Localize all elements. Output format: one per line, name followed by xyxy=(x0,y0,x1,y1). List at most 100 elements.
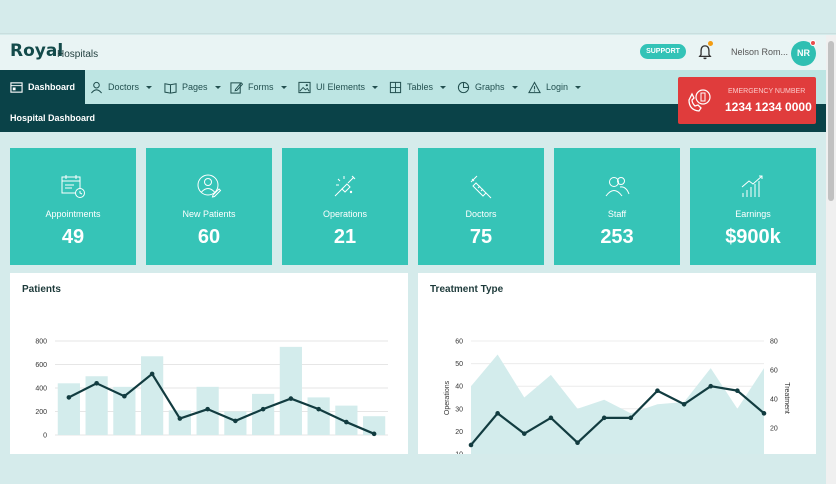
nav-item-login[interactable]: Login xyxy=(528,70,582,104)
nav-item-tables[interactable]: Tables xyxy=(389,70,447,104)
data-point xyxy=(66,395,72,400)
data-point xyxy=(495,411,500,416)
data-point xyxy=(468,442,474,448)
area-series xyxy=(471,354,764,454)
bar xyxy=(252,393,275,435)
stat-card-new-patients[interactable]: New Patients 60 xyxy=(146,148,272,265)
stat-card-appointments[interactable]: Appointments 49 xyxy=(10,148,136,265)
y2-tick-label: 60 xyxy=(770,368,778,375)
stat-label: Appointments xyxy=(45,209,101,219)
stat-label: Operations xyxy=(322,209,368,219)
treatment-chart: 60 50 40 30 20 10 80 60 40 20 Operations Treatment xyxy=(444,339,790,455)
brand-logo[interactable]: Royal xyxy=(10,41,64,61)
scrollbar-track[interactable] xyxy=(826,35,836,484)
pie-chart-icon xyxy=(457,81,470,93)
nav-label: Graphs xyxy=(475,82,505,92)
browser-top-strip xyxy=(0,0,836,34)
y-tick-label: 0 xyxy=(43,433,47,440)
data-point xyxy=(205,406,210,412)
stat-value: $900k xyxy=(725,226,781,248)
nav-label: Tables xyxy=(407,82,434,92)
image-icon xyxy=(298,81,311,93)
stat-value: 60 xyxy=(197,226,221,248)
stat-label: New Patients xyxy=(182,209,236,219)
bar xyxy=(57,383,80,435)
y2-axis-label: Treatment xyxy=(783,382,790,414)
warning-icon xyxy=(528,80,541,93)
emergency-number[interactable]: 1234 1234 0000 xyxy=(725,100,812,114)
data-point xyxy=(735,388,740,394)
user-name[interactable]: Nelson Rom... xyxy=(731,47,789,57)
scrollbar-thumb[interactable] xyxy=(828,41,834,201)
bell-icon[interactable] xyxy=(698,44,712,60)
stat-value: 75 xyxy=(469,226,493,248)
y-tick-label: 200 xyxy=(35,409,47,416)
stat-value: 49 xyxy=(61,226,85,248)
avatar-status-dot xyxy=(810,40,816,46)
stat-label: Earnings xyxy=(735,209,771,219)
y-tick-label: 40 xyxy=(455,384,463,391)
edit-icon xyxy=(230,81,243,94)
app-header: Royal Hospitals SUPPORT Nelson Rom... NR xyxy=(0,35,826,70)
stat-value: 253 xyxy=(600,226,634,248)
y-tick-label: 10 xyxy=(455,452,463,455)
data-point xyxy=(548,415,554,421)
staff-icon xyxy=(605,177,630,197)
operation-icon xyxy=(334,175,356,197)
bar xyxy=(307,397,330,435)
nav-item-graphs[interactable]: Graphs xyxy=(457,70,518,104)
y-tick-label: 30 xyxy=(455,406,463,413)
nav-item-ui-elements[interactable]: UI Elements xyxy=(298,70,379,104)
emergency-box[interactable]: EMERGENCY NUMBER 1234 1234 0000 xyxy=(678,77,816,124)
bar xyxy=(168,410,191,435)
data-point xyxy=(233,418,238,424)
stat-value: 21 xyxy=(333,226,357,248)
y-tick-label: 800 xyxy=(35,339,47,346)
stat-label: Staff xyxy=(607,209,627,219)
data-point xyxy=(94,381,99,386)
y-tick-label: 50 xyxy=(455,361,463,368)
caret-down-icon xyxy=(372,85,379,89)
y-tick-label: 400 xyxy=(35,386,47,393)
nav-item-forms[interactable]: Forms xyxy=(230,70,287,104)
nav-item-dashboard[interactable]: Dashboard xyxy=(0,70,86,104)
series-line xyxy=(68,372,375,435)
y-tick-label: 20 xyxy=(455,429,463,436)
data-point xyxy=(708,383,714,389)
data-point xyxy=(177,416,183,421)
bar xyxy=(141,356,164,435)
dashboard-icon xyxy=(10,81,23,93)
notification-dot xyxy=(708,41,713,46)
chart-title: Patients xyxy=(22,284,61,295)
stat-card-staff[interactable]: Staff 253 xyxy=(554,148,680,265)
stat-card-doctors[interactable]: Doctors 75 xyxy=(418,148,544,265)
stat-card-operations[interactable]: Operations 21 xyxy=(282,148,408,265)
y-tick-label: 600 xyxy=(35,362,47,369)
data-point xyxy=(344,419,349,425)
caret-down-icon xyxy=(575,85,582,89)
nav-item-doctors[interactable]: Doctors xyxy=(90,70,153,104)
support-button[interactable]: SUPPORT xyxy=(640,44,686,59)
data-point xyxy=(371,431,377,437)
caret-down-icon xyxy=(146,85,153,89)
stat-card-earnings[interactable]: Earnings $900k xyxy=(690,148,816,265)
data-point xyxy=(149,371,155,377)
data-point xyxy=(260,406,266,412)
growth-icon xyxy=(741,175,763,197)
data-point xyxy=(628,415,634,421)
patient-icon xyxy=(197,174,222,198)
bar xyxy=(279,346,302,435)
y2-tick-label: 20 xyxy=(770,426,778,433)
chart-title: Treatment Type xyxy=(430,284,504,295)
stat-label: Doctors xyxy=(465,209,497,219)
y-tick-label: 60 xyxy=(455,339,463,346)
nav-item-pages[interactable]: Pages xyxy=(164,70,221,104)
y2-tick-label: 40 xyxy=(770,397,778,404)
data-point xyxy=(288,396,294,401)
data-point xyxy=(521,431,527,436)
bar xyxy=(224,411,247,435)
bar xyxy=(85,376,108,435)
emergency-label: EMERGENCY NUMBER xyxy=(728,88,806,95)
page-title: Hospital Dashboard xyxy=(10,113,96,123)
data-point xyxy=(761,411,767,416)
